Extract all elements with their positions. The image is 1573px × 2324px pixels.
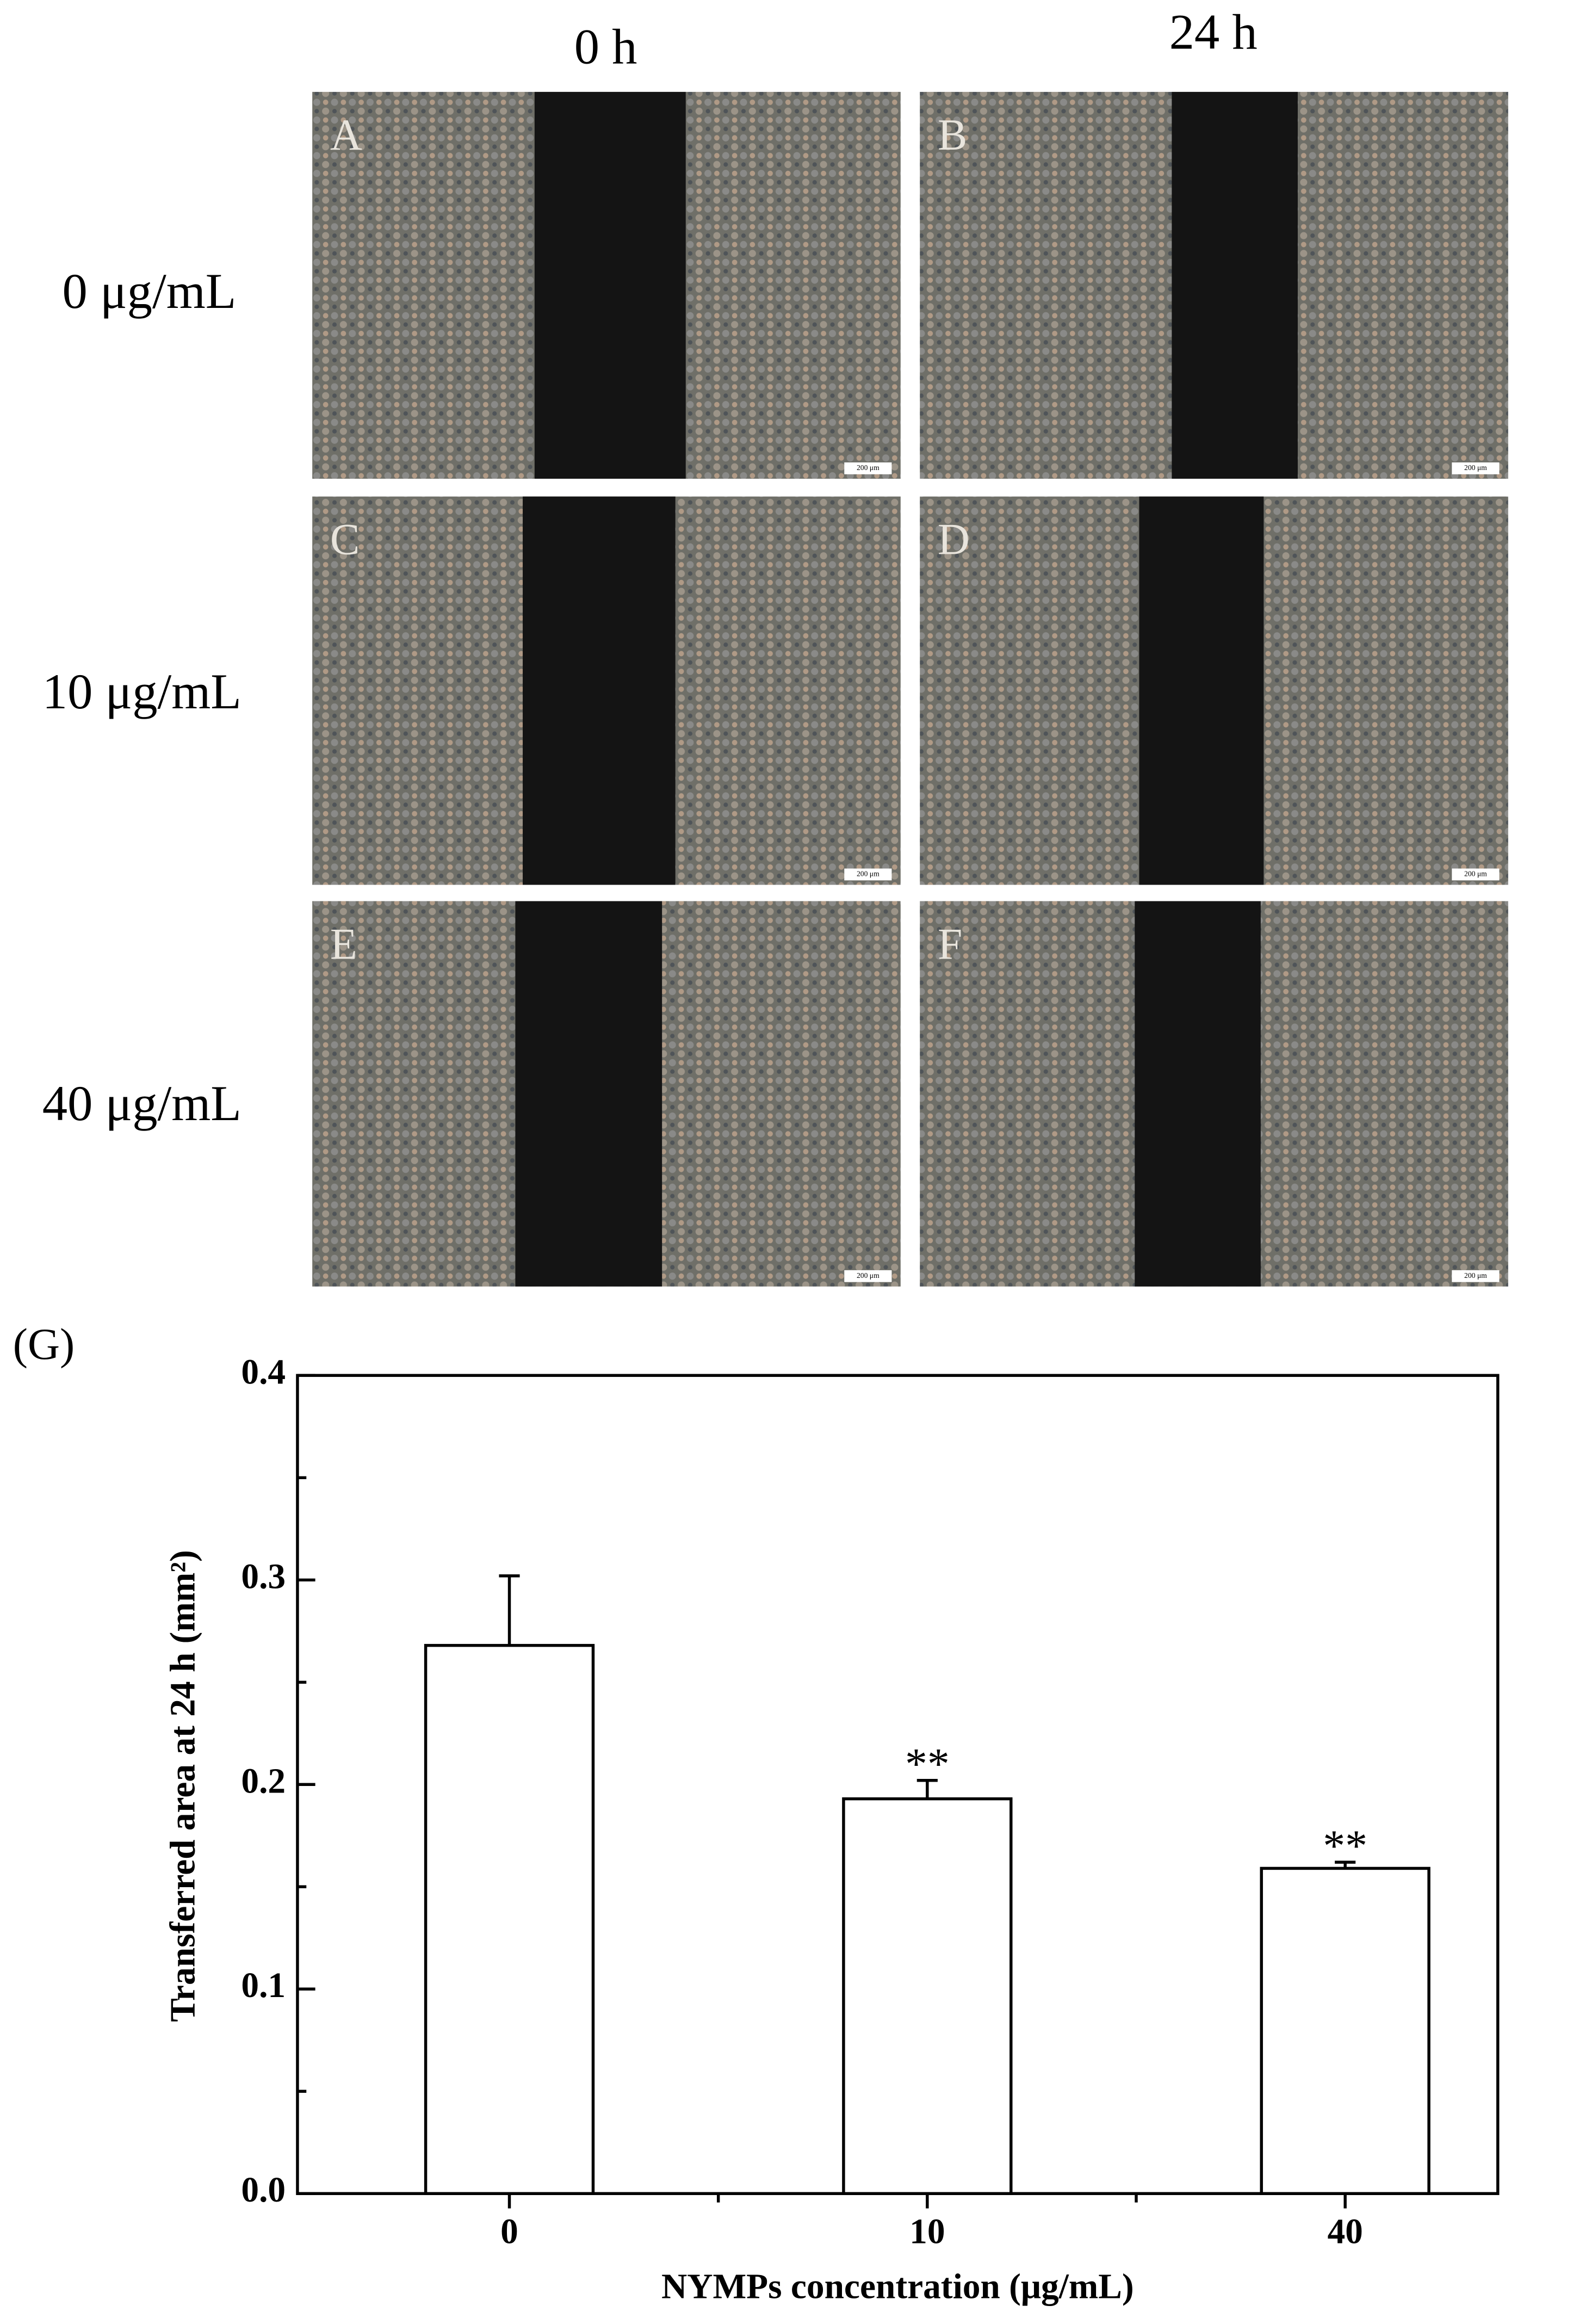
- panel-label: F: [938, 919, 962, 968]
- panel-label: (G): [13, 1319, 75, 1369]
- scale-bar-box: [844, 868, 892, 881]
- x-axis-label: NYMPs concentration (μg/mL): [661, 2267, 1134, 2306]
- scale-bar-label: 200 μm: [857, 463, 880, 472]
- y-tick-label: 0.1: [241, 1966, 286, 2005]
- significance-label: **: [905, 1739, 950, 1789]
- scale-bar-box: [1452, 1270, 1500, 1282]
- panel-label: C: [330, 515, 360, 564]
- wound-gap: [1139, 496, 1264, 885]
- scale-bar-label: 200 μm: [1464, 870, 1487, 878]
- micrographs: A 200 μm B 200 μm C 200 μm D 200 μm E 200 μm F 200 …: [312, 91, 1508, 1287]
- wound-gap: [1135, 901, 1261, 1287]
- column-label: 24 h: [1169, 4, 1258, 60]
- wound-gap: [523, 496, 676, 885]
- scale-bar-box: [844, 1270, 892, 1282]
- row-label: 0 μg/mL: [63, 263, 237, 319]
- wound-gap: [534, 91, 686, 479]
- bar: [1260, 1866, 1430, 2195]
- plot: 0.0 0.1 0.2 0.3 0.4 0 10 ** 40 **: [241, 1352, 1500, 2252]
- y-tick-label: 0.4: [241, 1352, 286, 1392]
- scale-bar-box: [1452, 868, 1500, 881]
- y-axis-label: Transferred area at 24 h (mm²): [164, 1550, 203, 2022]
- scale-bar-label: 200 μm: [857, 870, 880, 878]
- y-tick-label: 0.3: [241, 1557, 286, 1596]
- x-tick-label: 40: [1327, 2212, 1363, 2252]
- y-tick-label: 0.0: [241, 2171, 286, 2210]
- scale-bar-box: [844, 462, 892, 474]
- row-label: 10 μg/mL: [42, 664, 241, 720]
- bar: [424, 1643, 595, 2195]
- panel-label: E: [330, 919, 357, 968]
- bar: [842, 1797, 1013, 2195]
- y-tick-label: 0.2: [241, 1761, 286, 1801]
- panel-label: B: [938, 110, 968, 159]
- scale-bar-label: 200 μm: [857, 1271, 880, 1280]
- x-tick-label: 0: [500, 2212, 518, 2252]
- panel-label: D: [938, 515, 970, 564]
- column-label: 0 h: [574, 19, 637, 75]
- scale-bar-box: [1452, 462, 1500, 474]
- panel-label: A: [330, 110, 362, 159]
- wound-gap: [515, 901, 662, 1287]
- row-label: 40 μg/mL: [42, 1076, 241, 1132]
- x-tick-label: 10: [909, 2212, 945, 2252]
- scale-bar-label: 200 μm: [1464, 463, 1487, 472]
- significance-label: **: [1323, 1821, 1367, 1870]
- wound-gap: [1172, 91, 1298, 479]
- scale-bar-label: 200 μm: [1464, 1271, 1487, 1280]
